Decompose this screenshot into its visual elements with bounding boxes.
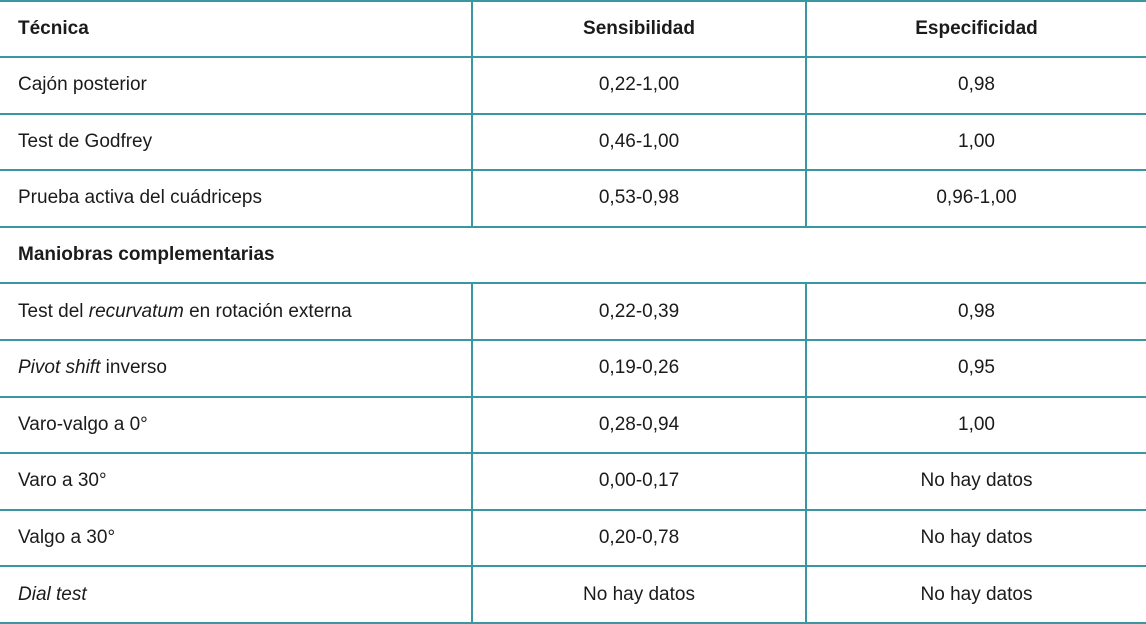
technique-cell-varo-valgo-a-0: Varo-valgo a 0° (0, 396, 472, 455)
table-row-dial-test: Dial test No hay datos No hay datos (0, 566, 1146, 624)
technique-cell-prueba-activa-del-cuadriceps: Prueba activa del cuádriceps (0, 170, 472, 228)
specificity-cell-varo-valgo-a-0: 1,00 (805, 396, 1146, 455)
header-row: Técnica Sensibilidad Especificidad (0, 1, 1146, 58)
technique-cell-test-del-recurvatum-en-rotacion-externa: Test del recurvatum en rotación externa (0, 283, 472, 341)
technique-cell-dial-test: Dial test (0, 566, 472, 624)
section-label-maniobras-complementarias: Maniobras complementarias (0, 226, 1146, 285)
specificity-cell-dial-test: No hay datos (805, 566, 1146, 624)
technique-cell-varo-a-30: Varo a 30° (0, 453, 472, 511)
table-row-varo-valgo-a-0: Varo-valgo a 0° 0,28-0,94 1,00 (0, 396, 1146, 455)
specificity-cell-test-de-godfrey: 1,00 (805, 113, 1146, 172)
table-row-valgo-a-30: Valgo a 30° 0,20-0,78 No hay datos (0, 509, 1146, 568)
table-row-test-de-godfrey: Test de Godfrey 0,46-1,00 1,00 (0, 113, 1146, 172)
specificity-cell-pivot-shift-inverso: 0,95 (805, 339, 1146, 398)
table-row-cajon-posterior: Cajón posterior 0,22-1,00 0,98 (0, 57, 1146, 115)
table-row-varo-a-30: Varo a 30° 0,00-0,17 No hay datos (0, 453, 1146, 511)
column-header-tecnica: Técnica (0, 1, 472, 58)
sensitivity-cell-prueba-activa-del-cuadriceps: 0,53-0,98 (471, 170, 806, 228)
table-body: Cajón posterior 0,22-1,00 0,98 Test de Godf… (0, 57, 1146, 624)
sensitivity-cell-valgo-a-30: 0,20-0,78 (471, 509, 806, 568)
column-header-especificidad: Especificidad (805, 1, 1146, 58)
sensitivity-cell-pivot-shift-inverso: 0,19-0,26 (471, 339, 806, 398)
specificity-cell-cajon-posterior: 0,98 (805, 57, 1146, 115)
sensitivity-cell-varo-valgo-a-0: 0,28-0,94 (471, 396, 806, 455)
sensitivity-cell-dial-test: No hay datos (471, 566, 806, 624)
specificity-cell-test-del-recurvatum-en-rotacion-externa: 0,98 (805, 283, 1146, 341)
column-header-sensibilidad: Sensibilidad (471, 1, 806, 58)
table-row-pivot-shift-inverso: Pivot shift inverso 0,19-0,26 0,95 (0, 339, 1146, 398)
technique-cell-cajon-posterior: Cajón posterior (0, 57, 472, 115)
table-row-maniobras-complementarias: Maniobras complementarias (0, 226, 1146, 285)
table-row-test-del-recurvatum-en-rotacion-externa: Test del recurvatum en rotación externa 0… (0, 283, 1146, 341)
technique-cell-test-de-godfrey: Test de Godfrey (0, 113, 472, 172)
sensitivity-cell-cajon-posterior: 0,22-1,00 (471, 57, 806, 115)
specificity-cell-varo-a-30: No hay datos (805, 453, 1146, 511)
sensitivity-cell-varo-a-30: 0,00-0,17 (471, 453, 806, 511)
specificity-cell-prueba-activa-del-cuadriceps: 0,96-1,00 (805, 170, 1146, 228)
sensitivity-cell-test-del-recurvatum-en-rotacion-externa: 0,22-0,39 (471, 283, 806, 341)
technique-cell-valgo-a-30: Valgo a 30° (0, 509, 472, 568)
specificity-cell-valgo-a-30: No hay datos (805, 509, 1146, 568)
technique-cell-pivot-shift-inverso: Pivot shift inverso (0, 339, 472, 398)
sensitivity-cell-test-de-godfrey: 0,46-1,00 (471, 113, 806, 172)
table-row-prueba-activa-del-cuadriceps: Prueba activa del cuádriceps 0,53-0,98 0,9… (0, 170, 1146, 228)
